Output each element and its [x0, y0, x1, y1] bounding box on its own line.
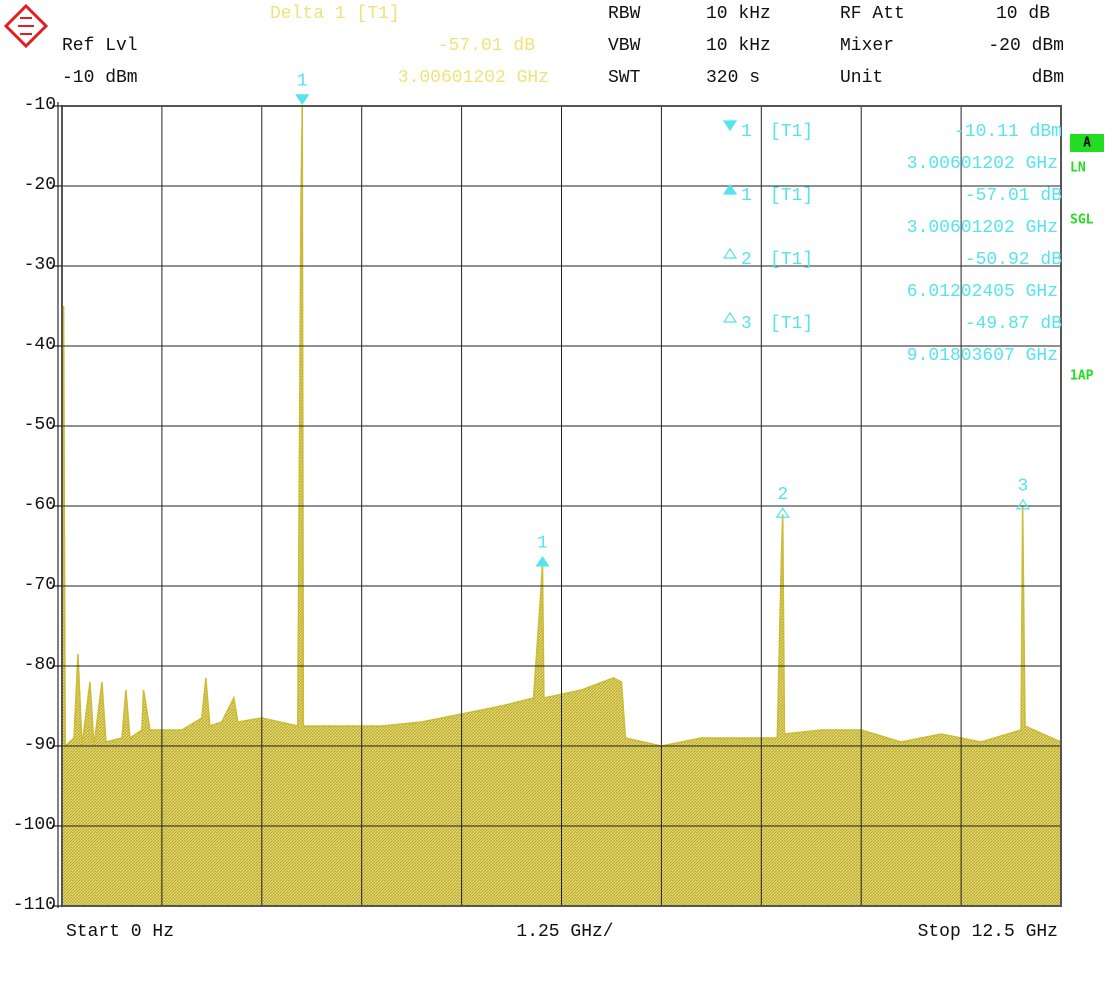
- y-tick-label: -90: [24, 735, 56, 755]
- marker-table-symbol: [722, 247, 738, 259]
- marker-value: -10.11 dBm: [954, 122, 1062, 142]
- y-tick-label: -60: [24, 495, 56, 515]
- marker-value: -57.01 dB: [965, 186, 1062, 206]
- plot: -10 -20 -30 -40 -50 -60 -70 -80 -90 -100 -110 1 [T1]…: [13, 72, 1062, 915]
- plot-marker: [295, 94, 310, 105]
- marker-table-symbol: [722, 183, 738, 195]
- marker-value: -50.92 dB: [965, 250, 1062, 270]
- marker-trace: [T1]: [770, 314, 813, 334]
- trace-badge: [1070, 134, 1104, 152]
- delta-value: -57.01 dB: [438, 36, 535, 56]
- marker-value: -49.87 dB: [965, 314, 1062, 334]
- y-tick-label: -80: [24, 655, 56, 675]
- delta-freq: 3.00601202 GHz: [398, 68, 549, 88]
- marker-number: 1: [741, 186, 752, 206]
- mixer-value: -20 dBm: [988, 36, 1064, 56]
- att-value: 10 dB: [996, 4, 1050, 24]
- plot-marker-label: 1: [297, 72, 308, 92]
- ln-label: LN: [1070, 161, 1086, 176]
- y-tick-label: -20: [24, 175, 56, 195]
- vbw-value: 10 kHz: [706, 36, 771, 56]
- marker-freq: 3.00601202 GHz: [907, 218, 1058, 238]
- span-label: 1.25 GHz/: [516, 922, 613, 942]
- ap-label: 1AP: [1070, 369, 1094, 384]
- stop-label: Stop 12.5 GHz: [918, 922, 1058, 942]
- marker-freq: 9.01803607 GHz: [907, 346, 1058, 366]
- plot-marker-label: 1: [537, 534, 548, 554]
- y-tick-label: -50: [24, 415, 56, 435]
- swt-value: 320 s: [706, 68, 760, 88]
- plot-marker-label: 3: [1018, 477, 1029, 497]
- unit-label: Unit: [840, 68, 883, 88]
- sgl-label: SGL: [1070, 213, 1094, 228]
- marker-freq: 3.00601202 GHz: [907, 154, 1058, 174]
- y-tick-label: -70: [24, 575, 56, 595]
- rbw-value: 10 kHz: [706, 4, 771, 24]
- trace-label: A: [1083, 136, 1091, 151]
- vbw-label: VBW: [608, 36, 641, 56]
- marker-freq: 6.01202405 GHz: [907, 282, 1058, 302]
- marker-table-symbol: [722, 120, 738, 132]
- swt-label: SWT: [608, 68, 641, 88]
- marker-trace: [T1]: [770, 122, 813, 142]
- unit-value: dBm: [1032, 68, 1064, 88]
- ref-value: -10 dBm: [62, 68, 138, 88]
- trace: [61, 106, 1062, 748]
- plot-marker: [1015, 498, 1031, 510]
- marker-trace: [T1]: [770, 186, 813, 206]
- logo: [3, 3, 49, 49]
- marker-number: 1: [741, 122, 752, 142]
- rbw-label: RBW: [608, 4, 641, 24]
- ref-label: Ref Lvl: [62, 36, 138, 56]
- y-tick-label: -30: [24, 255, 56, 275]
- marker-number: 2: [741, 250, 752, 270]
- y-tick-label: -110: [13, 895, 56, 915]
- mixer-label: Mixer: [840, 36, 894, 56]
- plot-marker: [775, 507, 790, 518]
- y-tick-label: -40: [24, 335, 56, 355]
- y-tick-label: -100: [13, 815, 56, 835]
- start-label: Start 0 Hz: [66, 922, 174, 942]
- att-label: RF Att: [840, 4, 905, 24]
- marker-number: 3: [741, 314, 752, 334]
- delta-title: Delta 1 [T1]: [270, 4, 400, 24]
- plot-marker-label: 2: [777, 485, 788, 505]
- marker-trace: [T1]: [770, 250, 813, 270]
- marker-table-symbol: [722, 311, 738, 323]
- plot-marker: [535, 555, 550, 567]
- y-tick-label: -10: [24, 95, 56, 115]
